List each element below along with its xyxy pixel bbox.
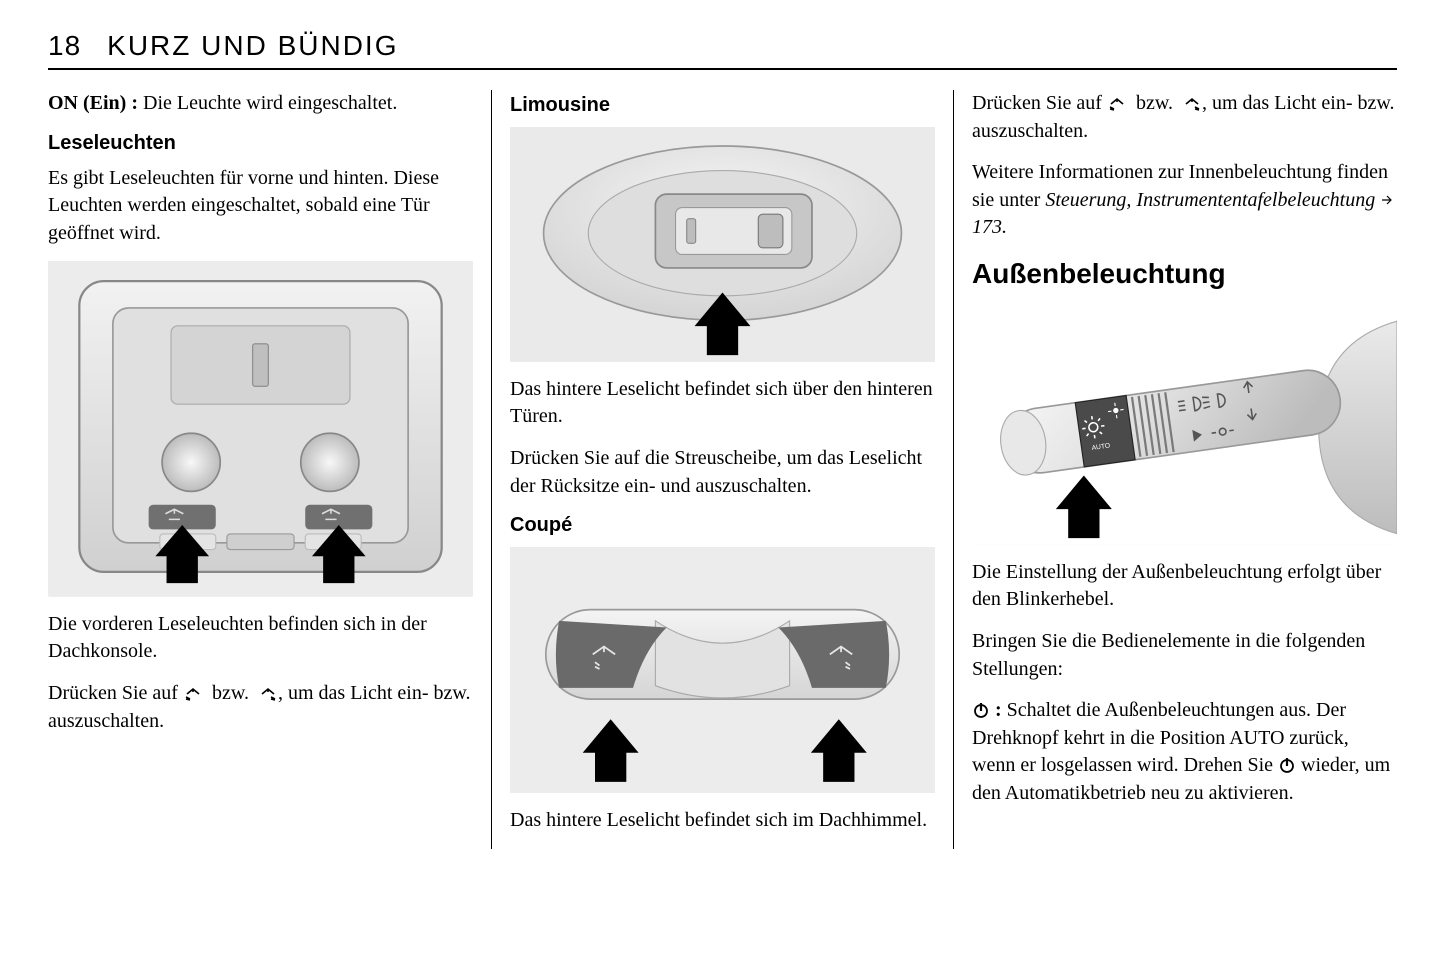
press-pre-2: Drücken Sie auf <box>972 92 1107 114</box>
coupe-location-text: Das hintere Leselicht befindet sich im D… <box>510 807 935 835</box>
press-mid: bzw. <box>207 682 254 704</box>
column-2: Limousine <box>491 90 953 849</box>
on-paragraph: ON (Ein) : Die Leuchte wird einge­schalt… <box>48 90 473 118</box>
page-number: 18 <box>48 30 81 62</box>
column-3: Drücken Sie auf bzw. , um das Licht ein-… <box>953 90 1397 849</box>
lamp-left-icon-2 <box>1107 92 1131 108</box>
heading-coupe: Coupé <box>510 514 935 537</box>
on-text: Die Leuchte wird einge­schaltet. <box>138 92 397 114</box>
heading-leseleuchten: Leseleuchten <box>48 132 473 155</box>
page-header: 18 KURZ UND BÜNDIG <box>48 30 1397 70</box>
heading-limousine: Limousine <box>510 94 935 117</box>
figure-coupe-light <box>510 547 935 793</box>
limo-location-text: Das hintere Leselicht befindet sich über… <box>510 376 935 431</box>
lamp-right-icon <box>254 682 278 698</box>
heading-aussenbeleuchtung: Außenbeleuchtung <box>972 258 1397 290</box>
on-label: ON (Ein) : <box>48 92 138 114</box>
power-off-paragraph: : Schaltet die Außenbeleuchtungen aus. D… <box>972 697 1397 807</box>
power-icon <box>972 700 990 718</box>
press-instruction-1: Drücken Sie auf bzw. , um das Licht ein-… <box>48 680 473 735</box>
power-colon: : <box>990 699 1002 721</box>
lamp-right-icon-2 <box>1178 92 1202 108</box>
chapter-title: KURZ UND BÜNDIG <box>107 30 398 62</box>
moreinfo-page: 173. <box>972 216 1007 238</box>
leseleuchten-text: Es gibt Leseleuchten für vorne und hinte… <box>48 165 473 248</box>
figure-limousine-light <box>510 127 935 362</box>
press-pre: Drücken Sie auf <box>48 682 183 704</box>
column-1: ON (Ein) : Die Leuchte wird einge­schalt… <box>48 90 491 849</box>
moreinfo-text: Weitere Informationen zur Innenbe­leucht… <box>972 159 1397 242</box>
press-instruction-2: Drücken Sie auf bzw. , um das Licht ein-… <box>972 90 1397 145</box>
lamp-left-icon <box>183 682 207 698</box>
press-mid-2: bzw. <box>1131 92 1178 114</box>
front-location-text: Die vorderen Leseleuchten befinden sich … <box>48 611 473 666</box>
limo-press-text: Drücken Sie auf die Streuscheibe, um das… <box>510 445 935 500</box>
aussen-positions-text: Bringen Sie die Bedienelemente in die fo… <box>972 628 1397 683</box>
aussen-intro-text: Die Einstellung der Außenbeleuchtung erf… <box>972 559 1397 614</box>
figure-overhead-console <box>48 261 473 597</box>
moreinfo-ref: Steuerung, Instrumententafelbeleuchtung <box>1045 189 1375 211</box>
figure-stalk: AUTO <box>972 310 1397 545</box>
pageref-icon <box>1380 188 1394 202</box>
content-columns: ON (Ein) : Die Leuchte wird einge­schalt… <box>48 90 1397 849</box>
power-icon-2 <box>1278 755 1296 773</box>
